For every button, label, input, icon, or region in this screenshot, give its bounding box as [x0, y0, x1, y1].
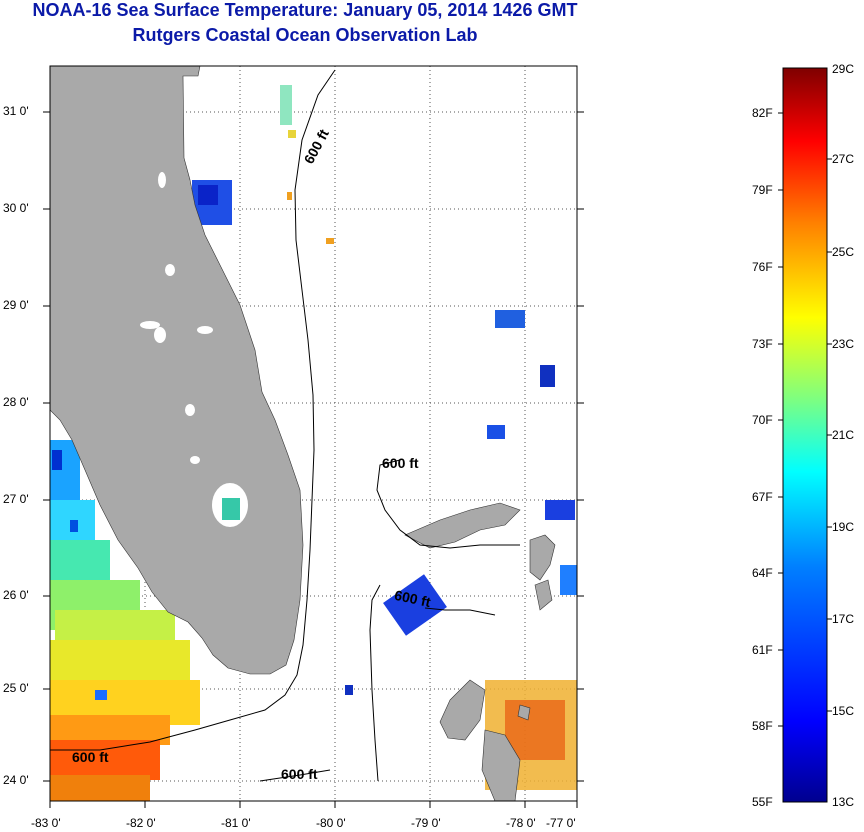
isobath-label-2: 600 ft — [382, 455, 419, 471]
map-title: NOAA-16 Sea Surface Temperature: January… — [32, 0, 578, 20]
lat-label: 31 0' — [3, 104, 29, 118]
lat-label: 27 0' — [3, 492, 29, 506]
axis-ticks — [43, 111, 584, 808]
lon-label: -81 0' — [221, 816, 251, 830]
isobath-contours — [50, 69, 520, 782]
colorbar-c-label: 27C — [832, 152, 855, 166]
isobath-label-4: 600 ft — [72, 749, 109, 765]
lat-label: 24 0' — [3, 773, 29, 787]
colorbar-c-label: 21C — [832, 428, 855, 442]
map-subtitle: Rutgers Coastal Ocean Observation Lab — [132, 25, 478, 45]
colorbar-f-label: 82F — [752, 106, 773, 120]
lon-label: -79 0' — [411, 816, 441, 830]
lon-label: -78 0' — [506, 816, 536, 830]
lon-label: -82 0' — [126, 816, 156, 830]
colorbar-c-label: 13C — [832, 795, 855, 809]
colorbar-f-label: 58F — [752, 719, 773, 733]
colorbar-f-label: 64F — [752, 566, 773, 580]
colorbar-f-label: 55F — [752, 795, 773, 809]
isobath-label-5: 600 ft — [281, 766, 318, 782]
colorbar-ticks — [778, 112, 832, 727]
colorbar-f-label: 73F — [752, 337, 773, 351]
colorbar-c-label: 25C — [832, 245, 855, 259]
lat-label: 28 0' — [3, 395, 29, 409]
colorbar-c-label: 23C — [832, 337, 855, 351]
lat-label: 26 0' — [3, 588, 29, 602]
colorbar-c-label: 15C — [832, 704, 855, 718]
lon-label: -80 0' — [316, 816, 346, 830]
colorbar — [782, 67, 828, 803]
lon-label: -77 0' — [546, 816, 576, 830]
lat-label: 25 0' — [3, 681, 29, 695]
bahamas-land — [404, 502, 556, 801]
colorbar-f-label: 67F — [752, 490, 773, 504]
lake-sst-pixels — [222, 498, 240, 520]
colorbar-f-label: 70F — [752, 413, 773, 427]
colorbar-c-label: 17C — [832, 612, 855, 626]
map-frame — [49, 65, 578, 802]
colorbar-f-label: 76F — [752, 260, 773, 274]
lat-label: 29 0' — [3, 298, 29, 312]
colorbar-c-label: 19C — [832, 520, 855, 534]
isobath-label-3: 600 ft — [393, 587, 432, 610]
colorbar-f-label: 61F — [752, 643, 773, 657]
sst-data-west-shelf — [50, 320, 200, 801]
colorbar-c-label: 29C — [832, 62, 855, 76]
lon-label: -83 0' — [31, 816, 61, 830]
lat-label: 30 0' — [3, 201, 29, 215]
colorbar-f-label: 79F — [752, 183, 773, 197]
